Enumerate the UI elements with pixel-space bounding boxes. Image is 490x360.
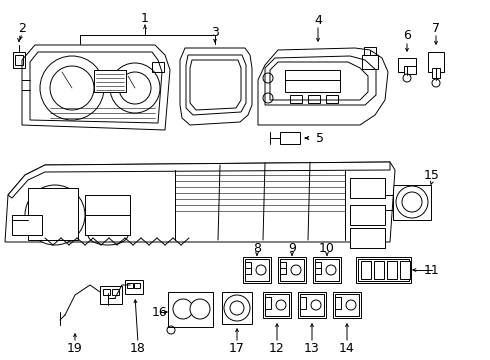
Bar xyxy=(350,178,385,198)
Bar xyxy=(432,68,440,78)
Bar xyxy=(300,294,324,316)
Text: 13: 13 xyxy=(304,342,320,355)
Bar xyxy=(300,297,306,309)
Circle shape xyxy=(346,300,356,310)
Text: 10: 10 xyxy=(319,242,335,255)
Text: 6: 6 xyxy=(403,28,411,41)
Bar xyxy=(280,262,286,274)
Circle shape xyxy=(432,79,440,87)
Bar xyxy=(290,95,302,103)
Text: 19: 19 xyxy=(67,342,83,355)
Polygon shape xyxy=(186,55,246,115)
Bar xyxy=(374,261,384,279)
Circle shape xyxy=(173,299,193,319)
Bar xyxy=(112,289,119,295)
Circle shape xyxy=(110,63,160,113)
Text: 3: 3 xyxy=(211,26,219,39)
Text: 5: 5 xyxy=(316,131,324,144)
Circle shape xyxy=(256,265,266,275)
Text: 1: 1 xyxy=(141,12,149,24)
Text: 8: 8 xyxy=(253,242,261,255)
Bar xyxy=(362,55,378,69)
Bar xyxy=(326,95,338,103)
Bar xyxy=(15,55,23,65)
Polygon shape xyxy=(180,48,252,125)
Bar xyxy=(134,283,140,288)
Text: 9: 9 xyxy=(288,242,296,255)
Bar xyxy=(298,292,326,318)
Circle shape xyxy=(326,265,336,275)
Bar xyxy=(313,257,341,283)
Bar xyxy=(393,185,431,220)
Text: 16: 16 xyxy=(152,306,168,319)
Bar xyxy=(265,294,289,316)
Bar xyxy=(350,228,385,248)
Circle shape xyxy=(396,186,428,218)
Bar xyxy=(358,259,409,281)
Bar xyxy=(243,257,271,283)
Bar xyxy=(103,289,110,295)
Bar xyxy=(335,297,341,309)
Circle shape xyxy=(403,74,411,82)
Circle shape xyxy=(25,185,85,245)
Polygon shape xyxy=(258,48,388,125)
Polygon shape xyxy=(30,52,162,123)
Text: 12: 12 xyxy=(269,342,285,355)
Bar xyxy=(361,261,371,279)
Text: 14: 14 xyxy=(339,342,355,355)
Bar xyxy=(333,292,361,318)
Text: 7: 7 xyxy=(432,22,440,35)
Bar xyxy=(245,262,251,274)
Bar xyxy=(364,47,376,55)
Text: 15: 15 xyxy=(424,168,440,181)
Bar xyxy=(125,280,143,294)
Polygon shape xyxy=(265,56,376,105)
Bar xyxy=(152,62,164,72)
Bar xyxy=(356,257,411,283)
Bar xyxy=(285,70,340,92)
Bar xyxy=(222,292,252,324)
Bar xyxy=(315,262,321,274)
Text: 11: 11 xyxy=(424,264,440,276)
Text: 2: 2 xyxy=(18,22,26,35)
Bar xyxy=(387,261,397,279)
Bar xyxy=(13,52,25,68)
Bar xyxy=(398,58,416,72)
Bar xyxy=(85,195,130,235)
Bar xyxy=(245,259,269,281)
Bar xyxy=(280,259,304,281)
Circle shape xyxy=(291,265,301,275)
Bar xyxy=(350,205,385,225)
Bar xyxy=(94,70,126,92)
Circle shape xyxy=(190,299,210,319)
Text: 18: 18 xyxy=(130,342,146,355)
Bar xyxy=(404,66,416,74)
Bar xyxy=(28,188,78,240)
Circle shape xyxy=(224,295,250,321)
Polygon shape xyxy=(8,162,390,198)
Bar xyxy=(428,52,444,72)
Polygon shape xyxy=(190,60,241,110)
Bar xyxy=(168,292,213,327)
Bar xyxy=(263,292,291,318)
Polygon shape xyxy=(270,62,368,100)
Bar xyxy=(280,132,300,144)
Bar xyxy=(400,261,410,279)
Circle shape xyxy=(311,300,321,310)
Bar xyxy=(265,297,271,309)
Text: 4: 4 xyxy=(314,14,322,27)
Circle shape xyxy=(276,300,286,310)
Bar xyxy=(278,257,306,283)
Bar xyxy=(100,286,122,304)
Bar xyxy=(127,283,133,288)
Text: 17: 17 xyxy=(229,342,245,355)
Bar xyxy=(308,95,320,103)
Bar xyxy=(12,215,42,235)
Bar xyxy=(335,294,359,316)
Polygon shape xyxy=(5,162,395,242)
Circle shape xyxy=(40,56,104,120)
Polygon shape xyxy=(22,45,170,130)
Bar xyxy=(315,259,339,281)
